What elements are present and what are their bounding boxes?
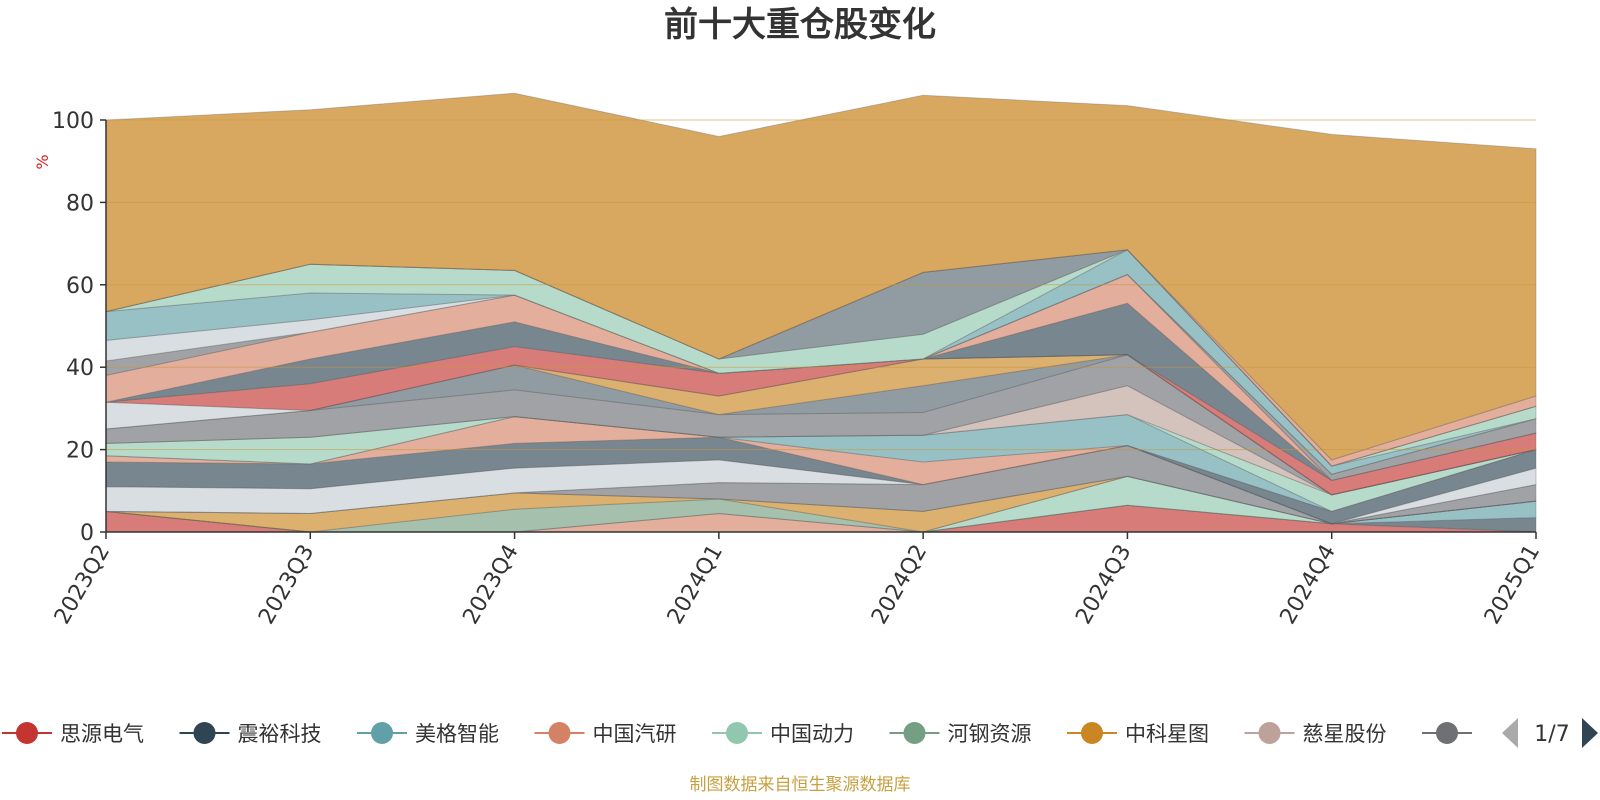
y-tick-label: 80 [66, 191, 94, 216]
x-tick-label: 2024Q1 [663, 541, 728, 629]
area-series-30 [105, 249, 1537, 467]
legend: 思源电气 震裕科技 美格智能 中国汽研 中国动力 河钢资源 中科星图 慈星股份 1/7 [2, 718, 1598, 748]
legend-circle-marker [1081, 722, 1103, 744]
legend-label: 美格智能 [415, 722, 499, 746]
legend-circle-marker [16, 722, 38, 744]
legend-item[interactable]: 河钢资源 [889, 722, 1032, 746]
legend-pager: 1/7 [1502, 718, 1598, 748]
y-tick-label: 100 [52, 109, 94, 134]
legend-circle-marker [1258, 722, 1281, 744]
legend-label: 思源电气 [60, 722, 144, 746]
y-tick-label: 20 [66, 439, 94, 464]
area-series-layer [105, 92, 1537, 533]
legend-circle-marker [1436, 722, 1458, 744]
legend-label: 中国动力 [770, 722, 854, 746]
legend-label: 震裕科技 [238, 722, 322, 746]
legend-item[interactable]: 中国汽研 [534, 722, 677, 746]
legend-item[interactable]: 美格智能 [357, 722, 499, 746]
legend-item[interactable]: 思源电气 [2, 722, 144, 746]
legend-label: 中国汽研 [593, 722, 677, 746]
x-tick-label: 2025Q1 [1480, 541, 1545, 629]
triangle-right-icon[interactable] [1582, 718, 1598, 748]
y-tick-label: 60 [66, 274, 94, 299]
legend-item[interactable] [1422, 722, 1472, 744]
legend-label: 中科星图 [1125, 722, 1209, 746]
legend-circle-marker [548, 722, 571, 744]
legend-item[interactable]: 慈星股份 [1244, 722, 1387, 746]
legend-item[interactable]: 中科星图 [1067, 722, 1209, 746]
legend-label: 慈星股份 [1303, 722, 1387, 746]
x-tick-label: 2023Q4 [458, 541, 523, 629]
source-note: 制图数据来自恒生聚源数据库 [690, 775, 911, 795]
legend-circle-marker [193, 722, 216, 744]
x-tick-label: 2023Q3 [254, 541, 319, 629]
legend-item[interactable]: 震裕科技 [179, 722, 322, 746]
legend-item[interactable]: 中国动力 [712, 722, 854, 746]
x-tick-label: 2024Q3 [1071, 541, 1136, 629]
legend-circle-marker [726, 722, 748, 744]
x-tick-label: 2024Q4 [1276, 541, 1341, 629]
legend-circle-marker [371, 722, 393, 744]
y-tick-label: 40 [66, 356, 94, 381]
area-series-27 [105, 249, 1537, 467]
triangle-left-icon[interactable] [1502, 718, 1518, 748]
legend-page-indicator: 1/7 [1534, 722, 1569, 747]
x-tick-label: 2024Q2 [867, 541, 932, 629]
legend-circle-marker [903, 722, 926, 744]
y-axis-unit-label: % [33, 154, 52, 169]
y-tick-label: 0 [80, 521, 94, 546]
x-tick-label: 2023Q2 [50, 541, 115, 629]
area-series-31 [105, 92, 1537, 461]
legend-label: 河钢资源 [948, 722, 1032, 746]
chart-title: 前十大重仓股变化 [664, 5, 936, 45]
